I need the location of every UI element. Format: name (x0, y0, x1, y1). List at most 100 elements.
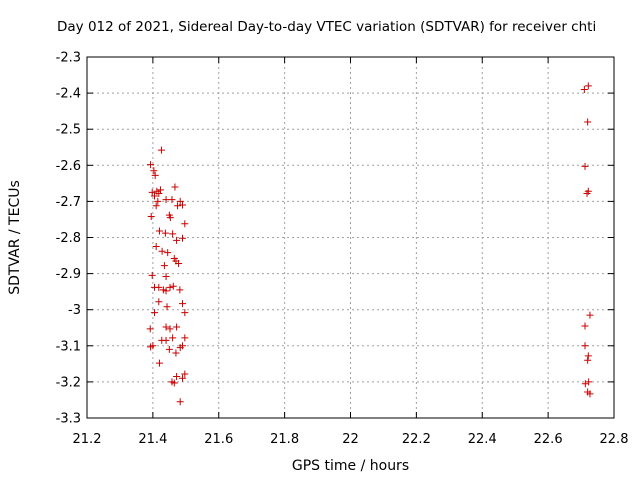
x-axis-ticks: 21.2 21.4 21.6 21.8 22 22.2 22.4 22.6 22.8 (73, 57, 629, 447)
data-point-marker (164, 249, 172, 257)
data-point-marker (584, 352, 592, 360)
data-point-marker (181, 334, 189, 342)
data-point-marker (155, 283, 163, 291)
data-point-marker (156, 186, 164, 194)
data-point-marker (155, 359, 163, 367)
data-point-marker (170, 379, 178, 387)
data-point-marker (171, 183, 179, 191)
data-point-marker (155, 189, 163, 197)
data-point-marker (175, 259, 183, 267)
data-point-marker (162, 196, 170, 204)
data-point-marker (166, 214, 174, 222)
data-point-marker (179, 300, 187, 308)
data-point-marker (147, 213, 155, 221)
data-point-marker (151, 309, 159, 317)
x-tick-label: 21.2 (73, 432, 102, 447)
y-axis-title: SDTVAR / TECUs (7, 180, 23, 295)
data-point-marker (179, 201, 187, 209)
y-tick-label: -3.1 (56, 339, 81, 354)
data-point-marker (581, 322, 589, 330)
data-point-marker (173, 372, 181, 380)
x-tick-label: 21.6 (204, 432, 233, 447)
data-point-marker (584, 118, 592, 126)
data-point-marker (152, 243, 160, 251)
data-point-marker (146, 325, 154, 333)
data-point-marker (176, 197, 184, 205)
data-point-marker (150, 167, 158, 175)
data-point-marker (162, 323, 170, 331)
x-tick-label: 21.8 (270, 432, 299, 447)
x-axis-title: GPS time / hours (292, 458, 409, 474)
data-point-marker (181, 220, 189, 228)
data-point-marker (162, 272, 170, 280)
data-point-marker (166, 325, 174, 333)
x-tick-label: 22.8 (600, 432, 629, 447)
data-point-marker (586, 390, 594, 398)
chart-title: Day 012 of 2021, Sidereal Day-to-day VTE… (57, 19, 596, 35)
data-point-marker (147, 161, 155, 169)
data-point-marker (163, 303, 171, 311)
y-tick-label: -2.4 (56, 87, 81, 102)
data-point-marker (176, 286, 184, 294)
y-tick-label: -2.3 (56, 51, 81, 66)
data-point-marker (161, 229, 169, 237)
data-point-marker (583, 189, 591, 197)
x-tick-label: 21.4 (138, 432, 167, 447)
y-tick-label: -2.5 (56, 123, 81, 138)
y-tick-label: -2.6 (56, 159, 81, 174)
data-point-marker (169, 230, 177, 238)
data-point-marker (168, 196, 176, 204)
data-point-marker (151, 192, 159, 200)
data-point-marker (581, 380, 589, 388)
y-tick-label: -3.3 (56, 412, 81, 427)
x-tick-label: 22.4 (468, 432, 497, 447)
data-point-marker (580, 85, 588, 93)
data-point-marker (157, 146, 165, 154)
data-point-marker (147, 343, 155, 351)
data-point-marker (173, 236, 181, 244)
data-point-marker (584, 356, 592, 364)
x-tick-label: 22.6 (534, 432, 563, 447)
data-points (146, 82, 594, 406)
data-point-marker (174, 202, 182, 210)
data-point-marker (173, 323, 181, 331)
x-tick-label: 22.2 (402, 432, 431, 447)
data-point-marker (581, 342, 589, 350)
y-tick-label: -3 (68, 303, 81, 318)
plot-area-border (86, 56, 615, 419)
data-point-marker (169, 334, 177, 342)
data-point-marker (155, 298, 163, 306)
data-point-marker (585, 378, 593, 386)
data-point-marker (165, 345, 173, 353)
data-point-marker (158, 247, 166, 255)
data-point-marker (172, 349, 180, 357)
data-point-marker (148, 271, 156, 279)
grid (87, 57, 614, 418)
data-point-marker (584, 82, 592, 90)
data-point-marker (586, 311, 594, 319)
data-point-marker (166, 283, 174, 291)
data-point-marker (581, 162, 589, 170)
data-point-marker (162, 336, 170, 344)
y-axis-ticks: -2.3 -2.4 -2.5 -2.6 -2.7 -2.8 -2.9 -3 -3.1 -3.2 -3… (56, 51, 614, 427)
y-tick-label: -2.8 (56, 231, 81, 246)
data-point-marker (160, 262, 168, 270)
data-point-marker (162, 287, 170, 295)
y-tick-label: -2.7 (56, 195, 81, 210)
data-point-marker (148, 188, 156, 196)
data-point-marker (179, 374, 187, 382)
data-point-marker (179, 342, 187, 350)
data-point-marker (155, 227, 163, 235)
y-tick-label: -3.2 (56, 375, 81, 390)
data-point-marker (154, 197, 162, 205)
x-tick-label: 22 (342, 432, 359, 447)
data-point-marker (151, 171, 159, 179)
data-point-marker (169, 282, 177, 290)
data-point-marker (152, 202, 160, 210)
data-point-marker (181, 309, 189, 317)
y-tick-label: -2.9 (56, 267, 81, 282)
data-point-marker (181, 370, 189, 378)
data-point-marker (179, 234, 187, 242)
data-point-marker (176, 398, 184, 406)
